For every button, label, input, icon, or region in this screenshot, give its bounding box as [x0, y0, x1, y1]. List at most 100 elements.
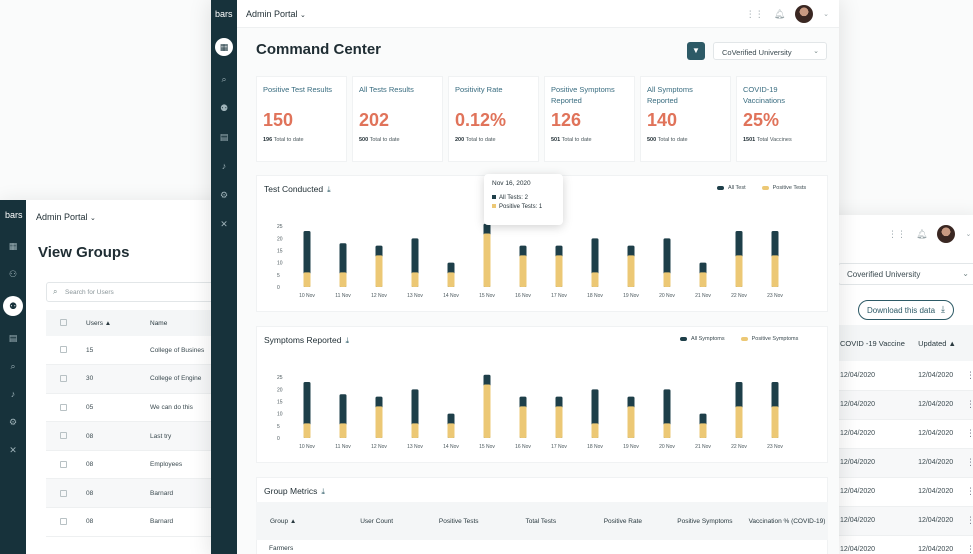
bell-icon[interactable]: 🔔︎ [773, 8, 786, 19]
metrics-column-header[interactable]: Positive Symptoms [677, 517, 733, 525]
dashboard-icon[interactable]: ▦ [8, 241, 18, 251]
bell-icon[interactable]: ♪ [221, 161, 227, 171]
bar-positive[interactable] [663, 272, 671, 287]
row-menu-icon[interactable]: ⋮ [961, 535, 973, 554]
bell-icon[interactable]: 🔔︎ [916, 228, 928, 239]
settings-icon[interactable]: ⚙ [219, 190, 229, 200]
metrics-column-header[interactable]: Positive Tests [438, 517, 479, 525]
row-menu-icon[interactable]: ⋮ [961, 477, 973, 507]
bell-icon[interactable]: ♪ [10, 389, 16, 399]
bar-positive[interactable] [771, 255, 779, 287]
bar-positive[interactable] [771, 406, 779, 438]
col-select[interactable] [46, 310, 86, 336]
table-row[interactable]: 05 We can do this [46, 393, 230, 423]
bar-positive[interactable] [627, 255, 635, 287]
bar-positive[interactable] [411, 423, 419, 438]
table-row[interactable]: 08 Last try [46, 421, 230, 451]
select-all-checkbox[interactable] [60, 319, 67, 327]
apps-grid-icon[interactable]: ⋮⋮ [888, 228, 906, 239]
university-select[interactable]: Coverified University ⌄ [838, 263, 973, 285]
bar-positive[interactable] [591, 423, 599, 438]
col-updated[interactable]: Updated ▲ [913, 325, 961, 361]
download-data-button[interactable]: Download this data ⤓ [858, 300, 954, 320]
dashboard-icon[interactable]: ▦ [215, 38, 233, 56]
metrics-column-header[interactable]: Vaccination % (COVID-19) [748, 517, 826, 525]
avatar[interactable] [795, 5, 814, 23]
tools-icon[interactable]: ✕ [220, 219, 228, 229]
row-checkbox[interactable] [60, 461, 67, 469]
chevron-down-icon[interactable]: ⌄ [965, 231, 972, 238]
admin-portal-menu[interactable]: Admin Portal ⌄ [36, 212, 96, 222]
download-icon[interactable]: ⤓ [327, 185, 331, 194]
bar-positive[interactable] [735, 406, 743, 438]
table-row[interactable]: 08 Barnard [46, 478, 230, 509]
tools-icon[interactable]: ✕ [9, 445, 17, 455]
bar-positive[interactable] [411, 272, 419, 287]
table-row[interactable]: 08 Employees [46, 450, 230, 480]
group-metrics-first-row[interactable]: Farmers [269, 545, 294, 552]
table-row[interactable]: 30 College of Engine [46, 364, 230, 394]
col-vaccine[interactable]: COVID -19 Vaccine [835, 325, 914, 361]
bar-positive[interactable] [663, 423, 671, 438]
metrics-column-header[interactable]: Positive Rate [603, 517, 642, 525]
row-select[interactable] [46, 393, 86, 423]
row-menu-icon[interactable]: ⋮ [961, 390, 973, 420]
table-row[interactable]: 12/04/2020 12/04/2020 ⋮ [835, 448, 973, 478]
row-select[interactable] [46, 507, 86, 537]
bar-positive[interactable] [483, 384, 491, 438]
row-menu-icon[interactable]: ⋮ [961, 448, 973, 478]
bar-positive[interactable] [303, 272, 311, 287]
metrics-column-header[interactable]: User Count [360, 517, 394, 525]
bar-positive[interactable] [735, 255, 743, 287]
row-checkbox[interactable] [60, 432, 67, 440]
chevron-down-icon[interactable]: ⌄ [823, 11, 829, 18]
bar-positive[interactable] [591, 272, 599, 287]
groups-icon[interactable]: ⚉ [219, 103, 229, 113]
filter-button[interactable]: ▼ [687, 42, 705, 60]
bar-positive[interactable] [375, 255, 383, 287]
table-row[interactable]: 08 Barnard [46, 507, 230, 537]
university-select[interactable]: CoVerified University ⌄ [713, 42, 827, 60]
row-select[interactable] [46, 478, 86, 509]
bar-positive[interactable] [519, 255, 527, 287]
bar-positive[interactable] [447, 272, 455, 287]
table-row[interactable]: 12/04/2020 12/04/2020 ⋮ [835, 419, 973, 449]
row-checkbox[interactable] [60, 403, 67, 411]
apps-grid-icon[interactable]: ⋮⋮ [745, 8, 764, 19]
row-select[interactable] [46, 336, 86, 366]
settings-icon[interactable]: ⚙ [8, 417, 18, 427]
bar-positive[interactable] [555, 255, 563, 287]
admin-portal-menu[interactable]: Admin Portal ⌄ [246, 9, 306, 19]
search-icon[interactable]: ⌕ [221, 74, 227, 84]
table-row[interactable]: 12/04/2020 12/04/2020 ⋮ [835, 506, 973, 536]
row-select[interactable] [46, 421, 86, 451]
bar-positive[interactable] [483, 233, 491, 287]
row-menu-icon[interactable]: ⋮ [961, 419, 973, 449]
row-menu-icon[interactable]: ⋮ [961, 361, 973, 391]
row-menu-icon[interactable]: ⋮ [961, 506, 973, 536]
document-icon[interactable]: ▤ [219, 132, 229, 142]
bar-positive[interactable] [447, 423, 455, 438]
bar-positive[interactable] [699, 272, 707, 287]
row-select[interactable] [46, 364, 86, 394]
row-select[interactable] [46, 450, 86, 480]
bar-positive[interactable] [303, 423, 311, 438]
table-row[interactable]: 15 College of Busines [46, 336, 230, 366]
bar-positive[interactable] [339, 423, 347, 438]
table-row[interactable]: 12/04/2020 12/04/2020 ⋮ [835, 390, 973, 420]
col-users[interactable]: Users ▲ [86, 310, 150, 336]
download-icon[interactable]: ⤓ [321, 487, 325, 496]
row-checkbox[interactable] [60, 518, 67, 526]
avatar[interactable] [937, 225, 956, 243]
metrics-column-header[interactable]: Total Tests [525, 517, 557, 525]
table-row[interactable]: 12/04/2020 12/04/2020 ⋮ [835, 361, 973, 391]
table-row[interactable]: 12/04/2020 12/04/2020 ⋮ [835, 477, 973, 507]
groups-icon[interactable]: ⚉ [3, 296, 23, 316]
metrics-column-header[interactable]: Group ▲ [270, 517, 297, 525]
users-icon[interactable]: ⚇ [8, 269, 18, 279]
table-row[interactable]: 12/04/2020 12/04/2020 ⋮ [835, 535, 973, 554]
search-icon[interactable]: ⌕ [10, 361, 16, 371]
bar-positive[interactable] [627, 406, 635, 438]
download-icon[interactable]: ⤓ [345, 336, 350, 345]
row-checkbox[interactable] [60, 489, 67, 497]
